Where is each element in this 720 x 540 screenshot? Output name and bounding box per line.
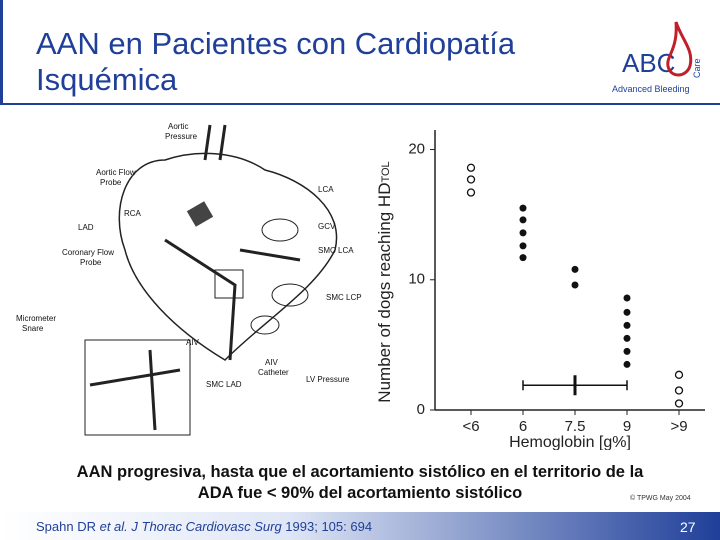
heart-outline bbox=[118, 152, 338, 361]
page-number: 27 bbox=[680, 519, 696, 535]
diagram-label: Micrometer bbox=[16, 314, 57, 323]
inset-box bbox=[84, 339, 191, 436]
diagram-label: RCA bbox=[124, 209, 141, 218]
x-tick-label: <6 bbox=[462, 418, 479, 435]
flow-probe-box bbox=[214, 269, 244, 299]
caption-line: AAN progresiva, hasta que el acortamient… bbox=[76, 463, 644, 481]
inset-vessel bbox=[89, 349, 181, 431]
y-tick-label: 0 bbox=[417, 401, 425, 418]
diagram-label: Catheter bbox=[258, 368, 289, 377]
open-dot bbox=[466, 163, 476, 172]
diagram-label: AIV bbox=[186, 338, 199, 347]
filled-dot bbox=[571, 281, 579, 289]
header-rule bbox=[0, 103, 720, 105]
filled-dot bbox=[519, 229, 527, 237]
diagram-label: Aortic bbox=[168, 122, 189, 131]
open-dot bbox=[466, 188, 476, 197]
logo-side: Care bbox=[692, 58, 702, 78]
heart-diagram bbox=[84, 124, 338, 436]
citation-etal: et al. bbox=[99, 519, 128, 534]
filled-dot bbox=[519, 254, 527, 262]
diagram-label: Pressure bbox=[165, 132, 198, 141]
diagram-label: SMC LAD bbox=[206, 380, 242, 389]
aorta bbox=[203, 124, 227, 161]
citation-journal: J Thorac Cardiovasc Surg bbox=[127, 519, 282, 534]
diagram-label: LV Pressure bbox=[306, 375, 350, 384]
diagram-label: Snare bbox=[22, 324, 44, 333]
open-dot bbox=[674, 370, 684, 379]
title-line: AAN en Pacientes con Cardiopatía bbox=[36, 26, 516, 61]
filled-dot bbox=[519, 216, 527, 224]
citation: Spahn DR et al. J Thorac Cardiovasc Surg… bbox=[36, 519, 372, 534]
caption-line: ADA fue < 90% del acortamiento sistólico bbox=[197, 484, 523, 502]
open-dot bbox=[674, 386, 684, 395]
logo-drop bbox=[666, 21, 693, 77]
diagram-label: Coronary Flow bbox=[62, 248, 115, 257]
diagram-label: Aortic Flow bbox=[96, 168, 136, 177]
open-dot bbox=[674, 399, 684, 408]
copyright: © TPWG May 2004 bbox=[630, 495, 691, 502]
filled-dot bbox=[623, 347, 631, 355]
filled-dot bbox=[519, 204, 527, 212]
diagram-label: Probe bbox=[100, 178, 122, 187]
dot-chart: Number of dogs reaching HDTOL 0 10 20 <6 6 7.… bbox=[375, 130, 705, 450]
diagram-label: SMC LCP bbox=[326, 293, 362, 302]
filled-dot bbox=[623, 321, 631, 329]
filled-dot bbox=[623, 334, 631, 342]
x-tick-label: 7.5 bbox=[565, 418, 586, 435]
crystal bbox=[271, 283, 309, 307]
crystal bbox=[250, 315, 280, 335]
vessels bbox=[164, 238, 301, 361]
diagram-label: Probe bbox=[80, 258, 102, 267]
diagram-label: GCV bbox=[318, 222, 336, 231]
x-tick-label: 6 bbox=[519, 418, 527, 435]
x-tick-label: >9 bbox=[670, 418, 687, 435]
drop-shape bbox=[666, 21, 693, 77]
crystal bbox=[261, 218, 299, 242]
y-label-main: Number of dogs reaching HD bbox=[375, 183, 394, 403]
diagram-label: AIV bbox=[265, 358, 278, 367]
caption: AAN progresiva, hasta que el acortamient… bbox=[0, 462, 720, 504]
left-rule bbox=[0, 0, 3, 105]
x-tick-label: 9 bbox=[623, 418, 631, 435]
diagram-label: SMC LCA bbox=[318, 246, 354, 255]
open-dot bbox=[466, 175, 476, 184]
filled-dot bbox=[623, 308, 631, 316]
filled-dot bbox=[519, 242, 527, 250]
filled-dot bbox=[571, 265, 579, 273]
y-tick-label: 20 bbox=[408, 141, 425, 158]
citation-ref: 1993; 105: 694 bbox=[281, 519, 373, 534]
flow-probe bbox=[186, 201, 214, 227]
diagram-label: LAD bbox=[78, 223, 94, 232]
x-axis-label: Hemoglobin [g%] bbox=[509, 434, 631, 450]
diagram-label: LCA bbox=[318, 185, 334, 194]
title: AAN en Pacientes con Cardiopatía Isquémic… bbox=[36, 26, 515, 98]
y-label-sub: TOL bbox=[380, 161, 392, 182]
footer-bar bbox=[0, 512, 720, 540]
filled-dot bbox=[623, 294, 631, 302]
title-line: Isquémica bbox=[36, 62, 178, 97]
logo-subtitle: Advanced Bleeding bbox=[612, 84, 690, 94]
citation-authors: Spahn DR bbox=[36, 519, 100, 534]
y-axis-label: Number of dogs reaching HDTOL bbox=[375, 161, 394, 402]
y-tick-label: 10 bbox=[408, 271, 425, 288]
filled-dot bbox=[623, 360, 631, 368]
